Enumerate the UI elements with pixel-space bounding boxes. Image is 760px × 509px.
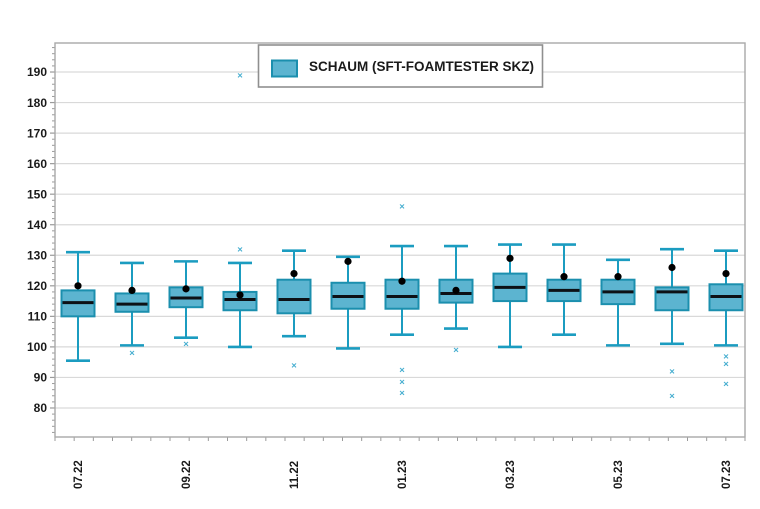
legend-label: SCHAUM (SFT-FOAMTESTER SKZ) <box>309 59 534 74</box>
plot-border <box>54 42 746 438</box>
outlier-marker: × <box>237 70 243 81</box>
outlier-marker: × <box>291 360 297 371</box>
iqr-box <box>276 278 312 315</box>
mean-dot <box>344 257 352 265</box>
mean-dot <box>182 285 190 293</box>
outlier-marker: × <box>399 202 405 213</box>
outlier-marker: × <box>183 339 189 350</box>
outlier-marker: × <box>129 348 135 359</box>
x-tick-label: 07.22 <box>73 460 85 489</box>
y-tick-label: 180 <box>27 96 47 110</box>
x-tick-label: 03.23 <box>505 460 517 489</box>
legend-swatch-icon <box>271 59 298 78</box>
legend: SCHAUM (SFT-FOAMTESTER SKZ) <box>257 44 544 88</box>
x-axis-labels: 07.22 09.22 11.22 01.23 03.23 05.23 07.23 <box>73 460 733 489</box>
box-group: × <box>438 244 474 356</box>
y-tick-label: 140 <box>27 218 47 232</box>
mean-dot <box>614 273 622 281</box>
y-axis-labels: 80 90 100 110 120 130 140 150 160 170 180 190 <box>27 65 47 415</box>
y-tick-label: 90 <box>34 371 48 385</box>
y-tick-label: 150 <box>27 187 47 201</box>
outlier-marker: × <box>723 379 729 390</box>
y-tick-label: 100 <box>27 340 47 354</box>
box-group <box>600 258 636 347</box>
box-group: × <box>276 249 312 371</box>
y-tick-label: 160 <box>27 157 47 171</box>
outlier-marker: × <box>399 388 405 399</box>
outlier-marker: × <box>453 345 459 356</box>
box-group: × <box>114 261 150 359</box>
outlier-marker: × <box>399 365 405 376</box>
y-tick-label: 80 <box>34 401 48 415</box>
mean-dot <box>668 263 676 272</box>
iqr-box <box>114 292 150 313</box>
outlier-marker: × <box>723 351 729 362</box>
y-tick-label: 110 <box>28 310 48 324</box>
box-group: × <box>168 260 204 350</box>
box-group <box>492 243 528 349</box>
y-tick-label: 130 <box>27 248 47 262</box>
box-group <box>546 243 582 336</box>
mean-dot <box>290 269 298 278</box>
gridlines-layer <box>55 71 745 409</box>
y-tick-label: 120 <box>27 279 47 293</box>
outlier-marker: × <box>669 391 675 402</box>
x-tick-label: 01.23 <box>397 460 409 489</box>
mean-dot <box>722 269 730 278</box>
outlier-marker: × <box>723 359 729 370</box>
outlier-marker: × <box>237 244 243 255</box>
box-group: ×× <box>222 70 258 349</box>
legend-box <box>257 44 544 88</box>
outlier-marker: × <box>669 367 675 378</box>
x-tick-label: 09.22 <box>181 460 193 489</box>
mean-dot <box>398 277 406 285</box>
outlier-marker: × <box>399 377 405 388</box>
mean-dot <box>128 286 136 294</box>
box-group: ×××× <box>384 202 420 399</box>
mean-dot <box>506 254 514 262</box>
box-group: ××× <box>708 249 744 390</box>
box-group: ×× <box>654 247 690 402</box>
mean-dot <box>560 273 568 281</box>
y-tick-label: 190 <box>27 65 47 79</box>
box-group <box>60 250 96 362</box>
axis-ticks-layer <box>50 47 746 441</box>
x-tick-label: 11.22 <box>289 461 301 489</box>
y-tick-label: 170 <box>27 126 47 140</box>
box-group <box>330 255 366 350</box>
boxplot-series: ××××××××××××××× <box>60 70 744 402</box>
mean-dot <box>452 286 460 294</box>
mean-dot <box>236 291 244 299</box>
mean-dot <box>74 282 82 290</box>
x-tick-label: 05.23 <box>613 460 625 489</box>
x-tick-label: 07.23 <box>721 460 733 489</box>
